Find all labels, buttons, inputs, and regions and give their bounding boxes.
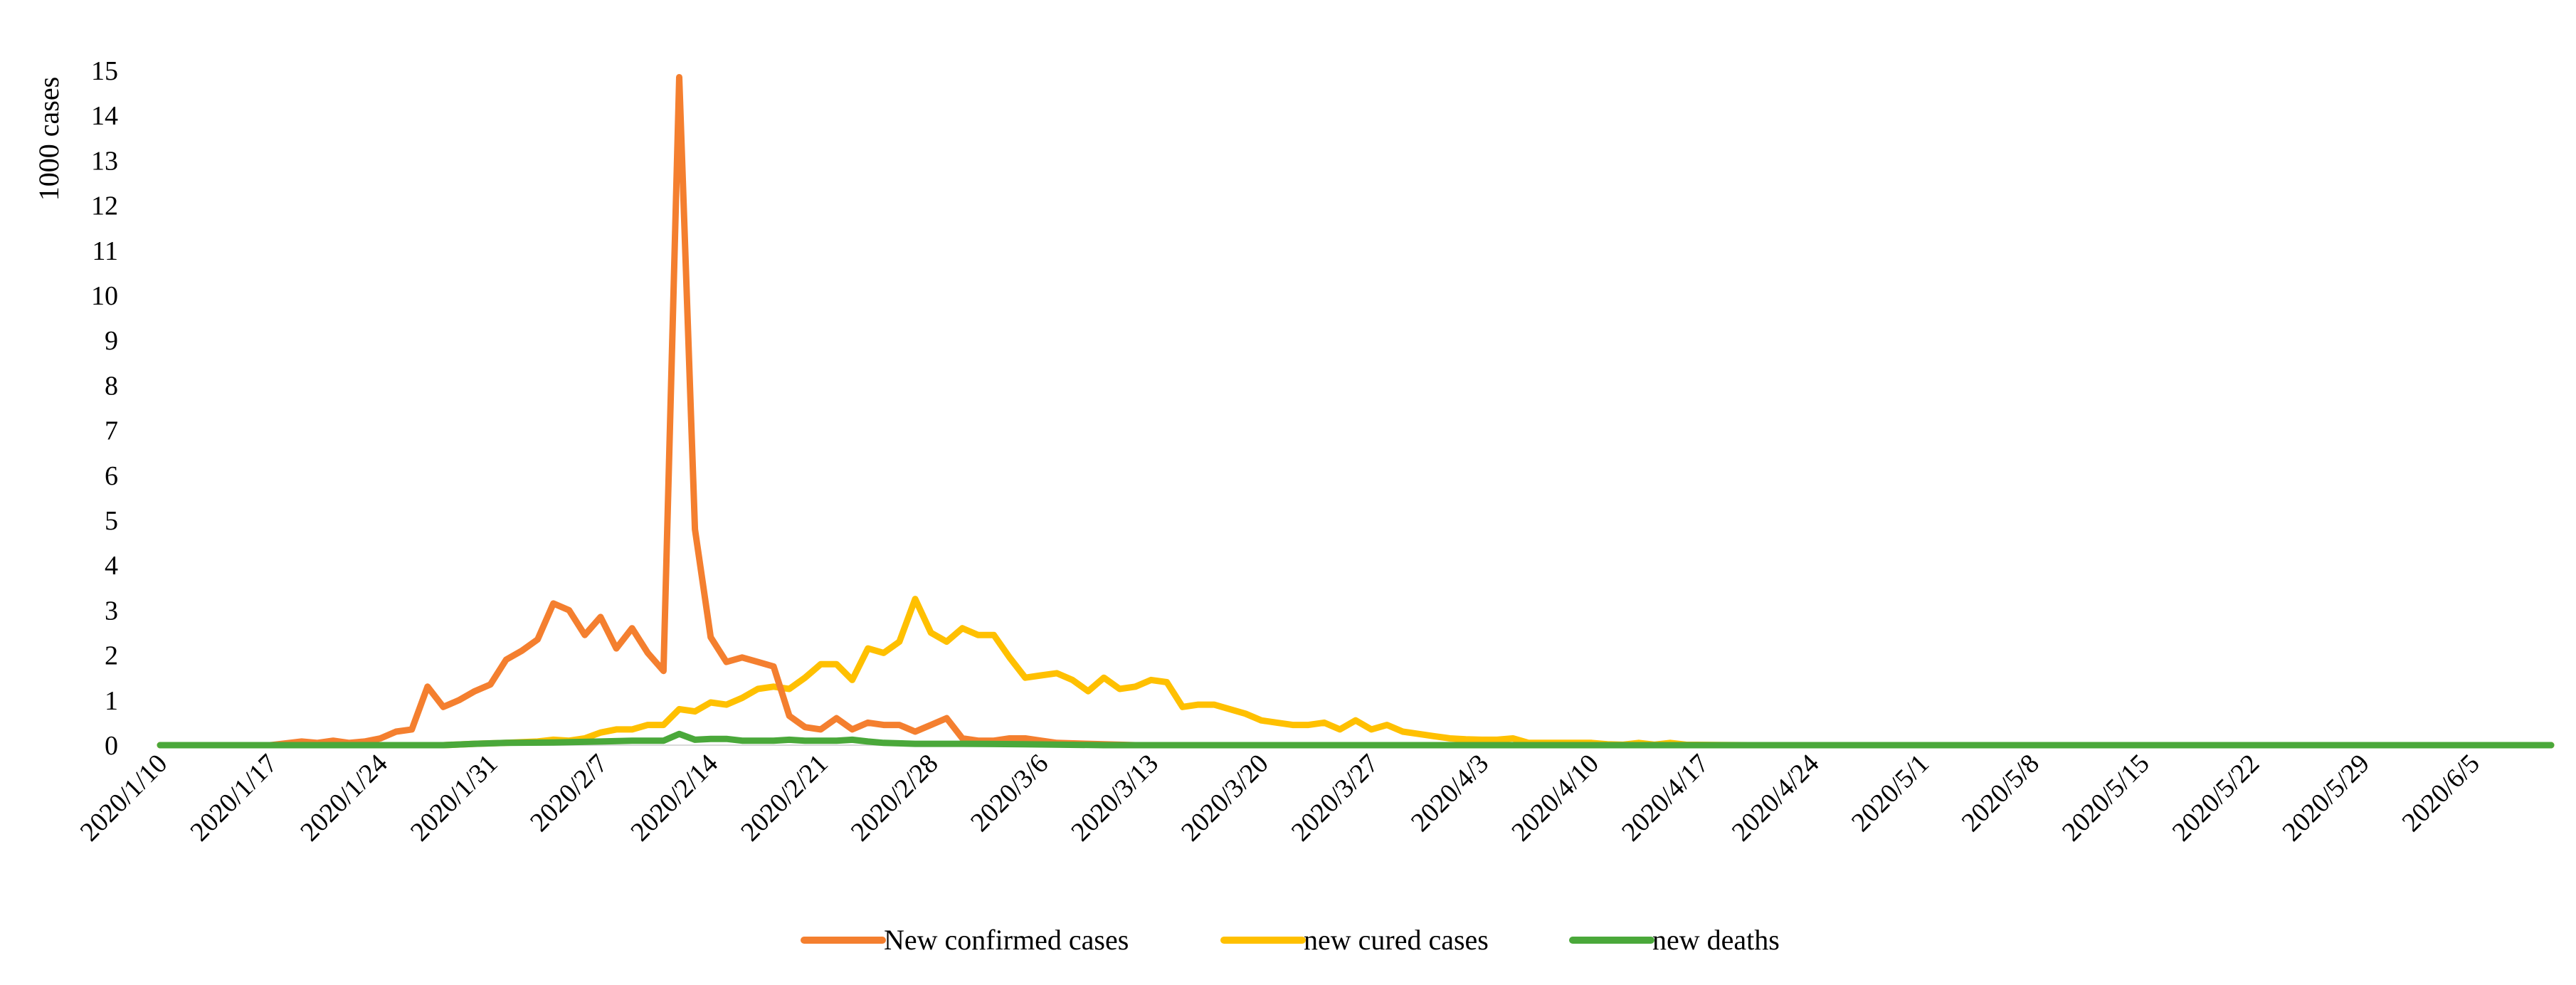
x-tick-label: 2020/4/3 <box>1405 749 1494 838</box>
x-tick-label: 2020/3/13 <box>1065 749 1164 848</box>
y-tick-label: 4 <box>105 551 118 581</box>
x-tick-label: 2020/3/6 <box>965 749 1054 838</box>
y-tick-label: 9 <box>105 326 118 356</box>
y-tick-label: 13 <box>91 146 118 176</box>
x-tick-label: 2020/1/24 <box>295 749 394 848</box>
series-line-new-confirmed-cases <box>157 74 2555 749</box>
legend-label: new cured cases <box>1304 924 1489 956</box>
y-tick-label: 1 <box>105 686 118 716</box>
legend: New confirmed cases new cured cases new de… <box>801 924 1780 956</box>
y-tick-label: 0 <box>105 731 118 761</box>
x-tick-label: 2020/5/22 <box>2167 749 2266 848</box>
y-tick-label: 15 <box>91 56 118 86</box>
x-tick-label: 2020/2/14 <box>625 749 724 848</box>
x-tick-label: 2020/4/17 <box>1616 749 1715 848</box>
y-tick-label: 6 <box>105 461 118 491</box>
y-tick-label: 12 <box>91 191 118 221</box>
x-tick-label: 2020/5/15 <box>2057 749 2155 848</box>
x-axis-ticks: 2020/1/10 2020/1/17 2020/1/24 2020/1/31 2020… <box>75 749 2486 848</box>
y-tick-label: 8 <box>105 371 118 401</box>
y-tick-label: 2 <box>105 641 118 671</box>
x-tick-label: 2020/4/10 <box>1506 749 1605 848</box>
x-tick-label: 2020/2/28 <box>845 749 944 848</box>
x-tick-label: 2020/6/5 <box>2397 749 2486 838</box>
x-tick-label: 2020/4/24 <box>1726 749 1825 848</box>
y-tick-label: 5 <box>105 506 118 536</box>
x-tick-label: 2020/3/20 <box>1176 749 1274 848</box>
x-tick-label: 2020/1/17 <box>184 749 283 848</box>
x-tick-label: 2020/1/10 <box>75 749 174 848</box>
x-tick-label: 2020/5/8 <box>1956 749 2045 838</box>
x-tick-label: 2020/3/27 <box>1286 749 1385 848</box>
x-tick-label: 2020/2/21 <box>735 749 834 848</box>
y-tick-label: 7 <box>105 416 118 446</box>
y-tick-label: 3 <box>105 596 118 626</box>
series-line-new-cured-cases <box>157 596 2555 749</box>
legend-label: New confirmed cases <box>884 924 1129 956</box>
x-tick-label: 2020/1/31 <box>405 749 504 848</box>
x-tick-label: 2020/2/7 <box>524 749 613 838</box>
x-tick-label: 2020/5/1 <box>1846 749 1935 838</box>
series-line-new-deaths <box>157 730 2555 749</box>
y-axis-title: 1000 cases <box>33 77 65 201</box>
legend-label: new deaths <box>1652 924 1780 956</box>
y-tick-label: 14 <box>91 101 118 131</box>
y-tick-label: 11 <box>92 236 118 266</box>
x-tick-label: 2020/5/29 <box>2276 749 2375 848</box>
y-tick-label: 10 <box>91 281 118 311</box>
series-lines <box>157 74 2555 749</box>
